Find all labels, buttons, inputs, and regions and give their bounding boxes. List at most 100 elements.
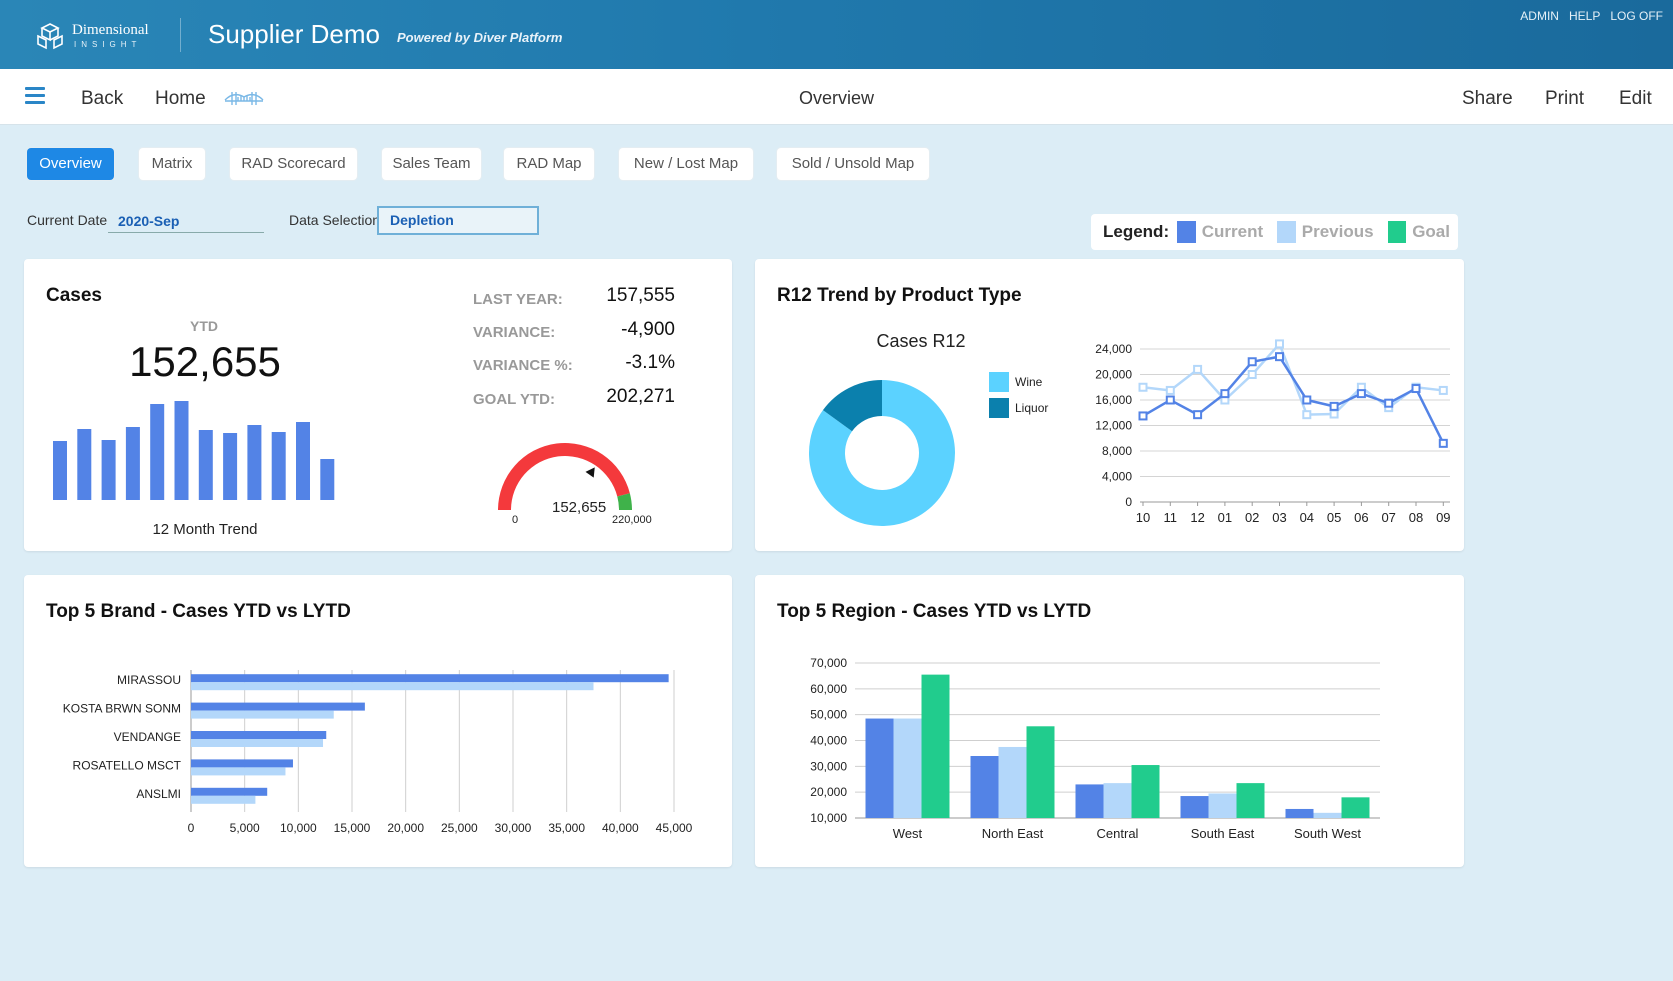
line-point-previous xyxy=(1438,385,1448,395)
brand-chart-x-tick: 30,000 xyxy=(495,821,532,835)
bridge-icon[interactable] xyxy=(224,89,264,107)
stat-label-variance: VARIANCE: xyxy=(473,324,556,341)
brand-chart-x-tick: 40,000 xyxy=(602,821,639,835)
tab-rad-map[interactable]: RAD Map xyxy=(504,148,594,180)
print-button[interactable]: Print xyxy=(1545,88,1585,109)
line-series-current xyxy=(1142,355,1445,444)
line-point-previous xyxy=(1193,364,1203,374)
top-links: ADMIN HELP LOG OFF xyxy=(1520,9,1663,23)
line-chart-x-tick: 05 xyxy=(1327,510,1341,525)
trend-bar xyxy=(53,441,67,500)
stat-value-goal-ytd: 202,271 xyxy=(606,386,675,407)
home-button[interactable]: Home xyxy=(155,88,206,109)
brand-bar-previous xyxy=(191,710,334,719)
region-chart-category-label: South East xyxy=(1191,826,1255,841)
data-selection-dropdown[interactable]: Depletion xyxy=(377,206,539,235)
tab-matrix[interactable]: Matrix xyxy=(139,148,205,180)
hamburger-menu-icon[interactable] xyxy=(25,87,45,105)
line-chart-x-tick: 01 xyxy=(1218,510,1232,525)
line-point-current xyxy=(1275,352,1284,362)
brand-chart-x-tick: 45,000 xyxy=(656,821,693,835)
region-chart-y-tick: 60,000 xyxy=(810,682,847,696)
region-chart-category-label: West xyxy=(893,826,923,841)
brand-bar-previous xyxy=(191,795,256,804)
line-chart-x-tick: 09 xyxy=(1436,510,1450,525)
line-point-current xyxy=(1247,357,1257,367)
nav-bar: Back Home Overview Share Print Edit xyxy=(0,69,1673,125)
line-chart-x-tick: 04 xyxy=(1300,510,1314,525)
tab-overview[interactable]: Overview xyxy=(27,148,114,180)
line-chart-x-tick: 07 xyxy=(1381,510,1395,525)
line-point-previous xyxy=(1329,409,1339,419)
brand-chart-category-label: MIRASSOU xyxy=(117,673,181,687)
brand-chart-x-tick: 0 xyxy=(188,821,195,835)
back-button[interactable]: Back xyxy=(81,88,124,109)
region-chart-y-tick: 30,000 xyxy=(810,759,847,773)
donut-legend-label-liquor: Liquor xyxy=(1015,401,1048,415)
region-bar-current xyxy=(865,718,894,818)
tab-new-lost-map[interactable]: New / Lost Map xyxy=(619,148,753,180)
app-subtitle: Powered by Diver Platform xyxy=(397,30,563,45)
region-chart-y-tick: 70,000 xyxy=(810,656,847,670)
line-chart-y-tick: 20,000 xyxy=(1095,368,1132,382)
line-point-previous xyxy=(1165,385,1175,395)
line-point-current xyxy=(1302,395,1312,405)
line-chart-y-tick: 12,000 xyxy=(1095,419,1132,433)
admin-link[interactable]: ADMIN xyxy=(1520,9,1559,23)
edit-button[interactable]: Edit xyxy=(1619,88,1652,109)
donut-legend-swatch-liquor xyxy=(989,398,1009,418)
line-point-previous xyxy=(1247,370,1257,379)
brand-chart-category-label: ROSATELLO MSCT xyxy=(73,758,182,772)
stat-label-variance-pct: VARIANCE %: xyxy=(473,357,573,374)
logoff-link[interactable]: LOG OFF xyxy=(1610,9,1663,23)
tab-sales-team[interactable]: Sales Team xyxy=(382,148,481,180)
ytd-value: 152,655 xyxy=(129,338,281,385)
region-bar-previous xyxy=(893,718,922,818)
brand-bar-previous xyxy=(191,767,286,776)
donut-legend-label-wine: Wine xyxy=(1015,375,1043,389)
trend-bar xyxy=(101,440,116,500)
twelve-month-trend-chart xyxy=(53,401,335,500)
legend: Legend: Current Previous Goal xyxy=(1091,214,1458,250)
ytd-label: YTD xyxy=(190,318,218,334)
region-bar-goal xyxy=(1236,783,1265,818)
region-chart-category-label: South West xyxy=(1294,826,1361,841)
stat-label-goal-ytd: GOAL YTD: xyxy=(473,391,555,408)
gauge-value-label: 152,655 xyxy=(552,499,606,516)
tab-rad-scorecard[interactable]: RAD Scorecard xyxy=(230,148,357,180)
line-chart-x-tick: 02 xyxy=(1245,510,1259,525)
line-chart-x-tick: 11 xyxy=(1164,510,1178,525)
legend-title: Legend: xyxy=(1103,222,1170,241)
region-bar-current xyxy=(1075,784,1104,818)
gauge-min-label: 0 xyxy=(512,514,518,526)
region-chart-y-tick: 10,000 xyxy=(810,811,847,825)
help-link[interactable]: HELP xyxy=(1568,9,1601,23)
data-selection-label: Data Selection xyxy=(289,212,381,228)
line-point-previous xyxy=(1302,410,1312,420)
legend-label-previous: Previous xyxy=(1301,222,1374,241)
trend-bar xyxy=(320,459,335,500)
trend-bar xyxy=(296,422,310,500)
brand-bar-previous xyxy=(191,739,324,747)
logo-subwordmark: INSIGHT xyxy=(74,40,142,49)
brand-chart-category-label: ANSLMI xyxy=(136,787,181,801)
stat-label-last-year: LAST YEAR: xyxy=(473,291,563,308)
line-point-current xyxy=(1438,438,1448,448)
line-chart-y-tick: 0 xyxy=(1125,495,1132,509)
current-date-label: Current Date xyxy=(27,212,108,228)
legend-label-current: Current xyxy=(1201,222,1264,241)
stat-value-last-year: 157,555 xyxy=(606,285,675,306)
legend-label-goal: Goal xyxy=(1412,222,1450,241)
brand-chart-category-label: KOSTA BRWN SONM xyxy=(63,702,181,716)
region-card-title: Top 5 Region - Cases YTD vs LYTD xyxy=(777,601,1092,622)
trend-bar xyxy=(198,430,213,500)
company-logo[interactable]: Dimensional INSIGHT xyxy=(34,20,154,50)
region-chart-y-tick: 20,000 xyxy=(810,785,847,799)
line-chart-x-tick: 06 xyxy=(1354,510,1368,525)
top-brand-bar-chart: 0 5,000 10,000 15,000 20,000 25,000 30,000 35,0… xyxy=(63,670,693,835)
donut-chart: Cases R12 Wine Liquor xyxy=(809,331,1048,526)
r12-card-title: R12 Trend by Product Type xyxy=(777,285,1022,306)
share-button[interactable]: Share xyxy=(1462,88,1513,109)
current-date-input[interactable] xyxy=(108,209,264,233)
tab-sold-unsold-map[interactable]: Sold / Unsold Map xyxy=(777,148,929,180)
